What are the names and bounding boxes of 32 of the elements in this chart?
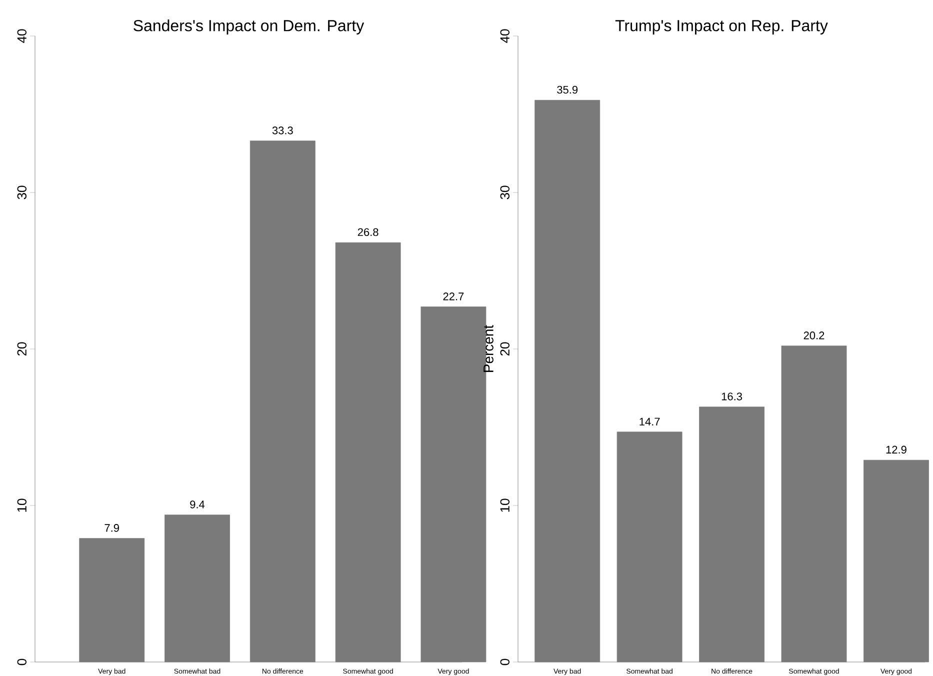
data-label: 12.9 [886, 446, 906, 454]
y-tick-label: 40 [500, 29, 510, 43]
data-label: 9.4 [190, 500, 205, 508]
y-tick-label: 10 [500, 498, 510, 512]
chart-title: Sanders's Impact on Dem. Party [134, 20, 364, 34]
bar [335, 242, 401, 662]
bar [864, 460, 929, 662]
y-tick-label: 10 [17, 498, 26, 512]
y-axis-title: Percent [484, 324, 494, 372]
bar [699, 406, 764, 662]
data-label: 22.7 [443, 292, 464, 300]
data-label: 26.8 [358, 228, 378, 236]
data-label: 33.3 [272, 126, 293, 134]
bar [164, 514, 230, 662]
y-tick-label: 20 [500, 342, 510, 356]
y-tick-label: 0 [17, 658, 26, 666]
chart-title: Trump's Impact on Rep. Party [615, 20, 828, 34]
bar [616, 432, 682, 662]
data-label: 16.3 [722, 392, 742, 400]
bar [250, 140, 316, 662]
y-tick-label: 30 [17, 186, 26, 200]
bar [534, 100, 600, 662]
data-label: 7.9 [104, 524, 119, 532]
y-tick-label: 0 [500, 658, 510, 666]
y-tick-label: 30 [500, 186, 510, 200]
y-tick-label: 40 [17, 29, 26, 43]
data-label: 35.9 [557, 86, 578, 94]
bar [781, 346, 847, 662]
data-label: 14.7 [640, 418, 660, 426]
bar [79, 538, 145, 662]
y-tick-label: 20 [17, 342, 26, 356]
data-label: 20.2 [804, 332, 824, 340]
